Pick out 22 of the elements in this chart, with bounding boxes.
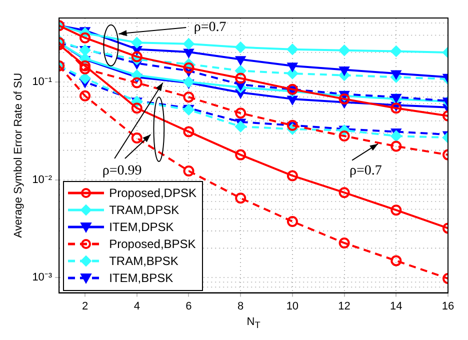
legend-label: ITEM,BPSK <box>109 271 174 286</box>
legend-label: ITEM,DPSK <box>109 220 174 234</box>
x-tick-label: 14 <box>390 300 402 312</box>
x-tick-label: 6 <box>186 300 192 312</box>
y-tick-label: 10⁻¹ <box>32 76 52 88</box>
x-tick-label: 2 <box>82 300 88 312</box>
x-tick-label: 8 <box>238 300 244 312</box>
y-tick-label: 10⁻² <box>32 174 52 186</box>
legend-label: Proposed,DPSK <box>109 186 196 200</box>
annotation: ρ=0.7 <box>349 164 382 179</box>
annotation: ρ=0.99 <box>102 164 142 179</box>
legend-label: Proposed,BPSK <box>109 237 196 252</box>
x-tick-label: 16 <box>442 300 454 312</box>
legend-label: TRAM,DPSK <box>109 203 180 218</box>
x-tick-label: 12 <box>338 300 350 312</box>
annotation: ρ=0.7 <box>194 20 226 36</box>
x-axis-title: N$_{T}$ <box>246 316 262 330</box>
legend-label: TRAM,BPSK <box>109 254 178 268</box>
y-axis-title: Average Symbol Error Rate of SU <box>12 72 25 238</box>
x-tick-label: 4 <box>134 300 140 312</box>
x-tick-label: 10 <box>286 300 299 312</box>
y-tick-label: 10⁻³ <box>32 272 52 284</box>
